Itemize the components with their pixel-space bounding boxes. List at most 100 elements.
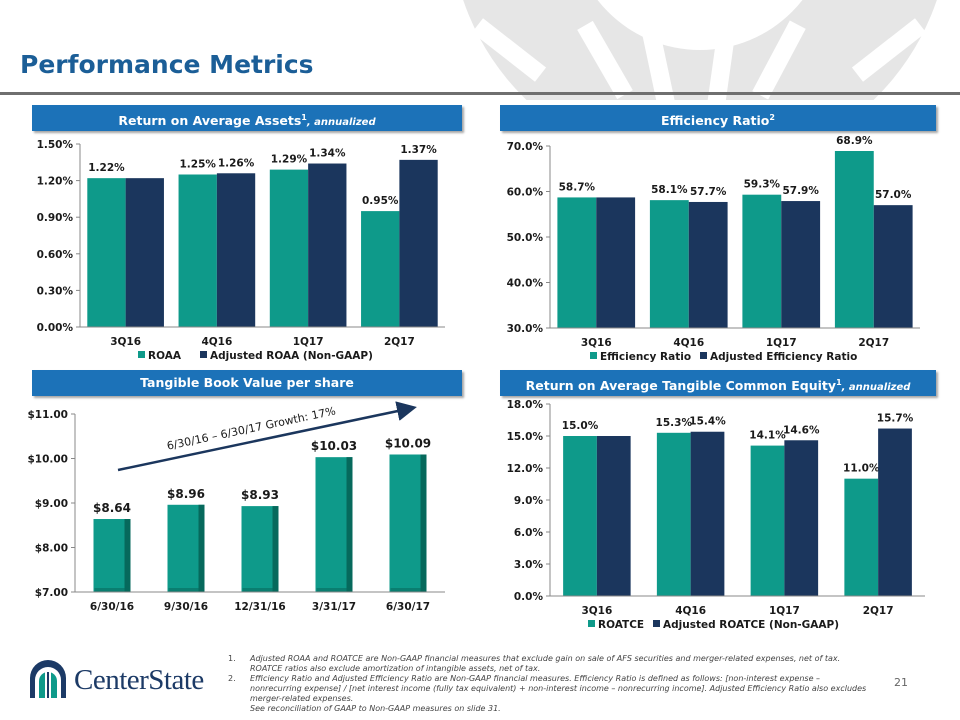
- tbv-data-label: $8.64: [93, 501, 131, 515]
- centerstate-logo-icon: [30, 660, 66, 698]
- roaa-data-label: 1.26%: [218, 157, 255, 169]
- roatce-ytick-label: 3.0%: [514, 559, 544, 571]
- roaa-ytick-label: 0.90%: [37, 212, 74, 224]
- tbv-bar-shade: [420, 454, 427, 592]
- panel-title-roatce: Return on Average Tangible Common Equity…: [500, 370, 936, 396]
- tbv-ytick-label: $7.00: [35, 587, 68, 599]
- roaa-legend-swatch: [138, 351, 145, 358]
- eff-bar-primary: [649, 200, 689, 328]
- roatce-category-label: 3Q16: [581, 605, 612, 617]
- panel-title-tbv: Tangible Book Value per share: [32, 370, 462, 396]
- eff-category-label: 2Q17: [858, 337, 889, 349]
- eff-category-label: 4Q16: [673, 337, 704, 349]
- eff-ytick-label: 60.0%: [507, 187, 544, 199]
- roatce-category-label: 2Q17: [863, 605, 894, 617]
- roaa-data-label: 1.22%: [88, 162, 125, 174]
- tbv-ytick-label: $11.00: [27, 409, 68, 421]
- eff-data-label: 68.9%: [836, 135, 873, 147]
- roatce-category-label: 4Q16: [675, 605, 706, 617]
- roatce-legend-label: ROATCE: [598, 619, 644, 631]
- centerstate-logo: CenterState: [28, 660, 204, 700]
- eff-ytick-label: 50.0%: [507, 232, 544, 244]
- roaa-category-label: 4Q16: [201, 336, 232, 348]
- roatce-data-label: 15.4%: [689, 416, 726, 428]
- roaa-bar-adjusted: [125, 178, 164, 327]
- roaa-ytick-label: 1.50%: [37, 139, 74, 151]
- background-logo-watermark: [463, 0, 937, 100]
- tbv-ytick-label: $8.00: [35, 543, 68, 555]
- panel-title-roaa-text: Return on Average Assets: [118, 113, 302, 129]
- eff-ytick-label: 40.0%: [507, 278, 544, 290]
- roaa-ytick-label: 0.60%: [37, 249, 74, 261]
- eff-bar-adjusted: [781, 201, 821, 328]
- roatce-legend-swatch: [653, 620, 660, 627]
- roatce-bar-primary: [563, 436, 597, 596]
- roaa-legend-swatch: [200, 351, 207, 358]
- roatce-data-label: 15.3%: [656, 417, 693, 429]
- roaa-bar-primary: [269, 169, 309, 327]
- tbv-data-label: $10.09: [385, 436, 431, 450]
- tbv-bar-shade: [124, 519, 131, 592]
- tbv-growth-arrow: [117, 401, 417, 472]
- centerstate-logo-text: CenterState: [74, 664, 204, 696]
- eff-data-label: 57.7%: [690, 186, 727, 198]
- eff-legend-swatch: [590, 352, 597, 359]
- panel-title-efficiency: Efficiency Ratio2: [500, 105, 936, 131]
- panel-title-eff-text: Efficiency Ratio: [661, 113, 770, 129]
- roatce-data-label: 14.1%: [749, 430, 786, 442]
- eff-bar-adjusted: [596, 197, 636, 328]
- panel-title-eff-sup: 2: [769, 113, 775, 122]
- roatce-legend-label: Adjusted ROATCE (Non-GAAP): [663, 619, 839, 631]
- roaa-ytick-label: 0.00%: [37, 322, 74, 334]
- eff-category-label: 3Q16: [581, 337, 612, 349]
- roatce-bar-adjusted: [784, 440, 819, 596]
- roaa-bar-adjusted: [308, 163, 347, 327]
- roatce-data-label: 15.7%: [877, 413, 914, 425]
- roaa-bar-primary: [361, 211, 400, 327]
- tbv-bar: [167, 504, 205, 592]
- panel-title-roatce-text: Return on Average Tangible Common Equity: [525, 378, 837, 394]
- roatce-bar-adjusted: [878, 428, 912, 596]
- roatce-bar-primary: [844, 478, 879, 596]
- tbv-category-label: 6/30/17: [386, 601, 430, 613]
- panel-title-roaa-note: , annualized: [306, 117, 376, 129]
- roaa-data-label: 1.25%: [179, 159, 216, 171]
- roaa-data-label: 1.37%: [400, 144, 437, 156]
- tbv-chart: $7.00 $8.00 $9.00 $10.00 $11.00 $8.64 6/30/16 $…: [27, 401, 445, 613]
- roaa-bar-primary: [178, 174, 217, 327]
- roaa-bar-adjusted: [399, 159, 438, 327]
- eff-data-label: 57.9%: [782, 185, 819, 197]
- footnote-2: 2. Efficiency Ratio and Adjusted Efficien…: [228, 674, 868, 704]
- roaa-data-label: 0.95%: [362, 195, 399, 207]
- roaa-ytick-label: 1.20%: [37, 176, 74, 188]
- roatce-category-label: 1Q17: [769, 605, 800, 617]
- roatce-bar-adjusted: [596, 436, 631, 596]
- tbv-bar-base: [242, 588, 273, 592]
- tbv-bar: [93, 519, 131, 592]
- roaa-bar-primary: [87, 178, 126, 327]
- tbv-bar-shade: [198, 504, 205, 592]
- roaa-category-label: 2Q17: [384, 336, 415, 348]
- roatce-legend-swatch: [588, 620, 595, 627]
- roaa-legend-label: Adjusted ROAA (Non-GAAP): [210, 350, 373, 362]
- roaa-data-label: 1.34%: [309, 148, 346, 160]
- tbv-data-label: $8.93: [241, 488, 279, 502]
- footnotes: 1. Adjusted ROAA and ROATCE are Non-GAAP …: [228, 654, 868, 714]
- page-title: Performance Metrics: [20, 50, 314, 79]
- tbv-bar-base: [94, 588, 125, 592]
- roatce-data-label: 14.6%: [783, 424, 820, 436]
- roaa-data-label: 1.29%: [271, 154, 308, 166]
- roatce-data-label: 11.0%: [843, 463, 880, 475]
- footnote-2-number: 2.: [228, 674, 236, 683]
- roatce-ytick-label: 15.0%: [507, 431, 544, 443]
- eff-data-label: 57.0%: [875, 189, 912, 201]
- eff-legend-swatch: [700, 352, 707, 359]
- footnote-3: See reconciliation of GAAP to Non-GAAP m…: [228, 704, 868, 714]
- panel-title-tbv-text: Tangible Book Value per share: [140, 375, 354, 390]
- footnote-1-text: Adjusted ROAA and ROATCE are Non-GAAP fi…: [250, 654, 841, 673]
- tbv-bar-shade: [272, 506, 279, 592]
- tbv-bar: [241, 506, 279, 592]
- eff-bar-primary: [557, 197, 597, 328]
- tbv-bar: [315, 457, 353, 592]
